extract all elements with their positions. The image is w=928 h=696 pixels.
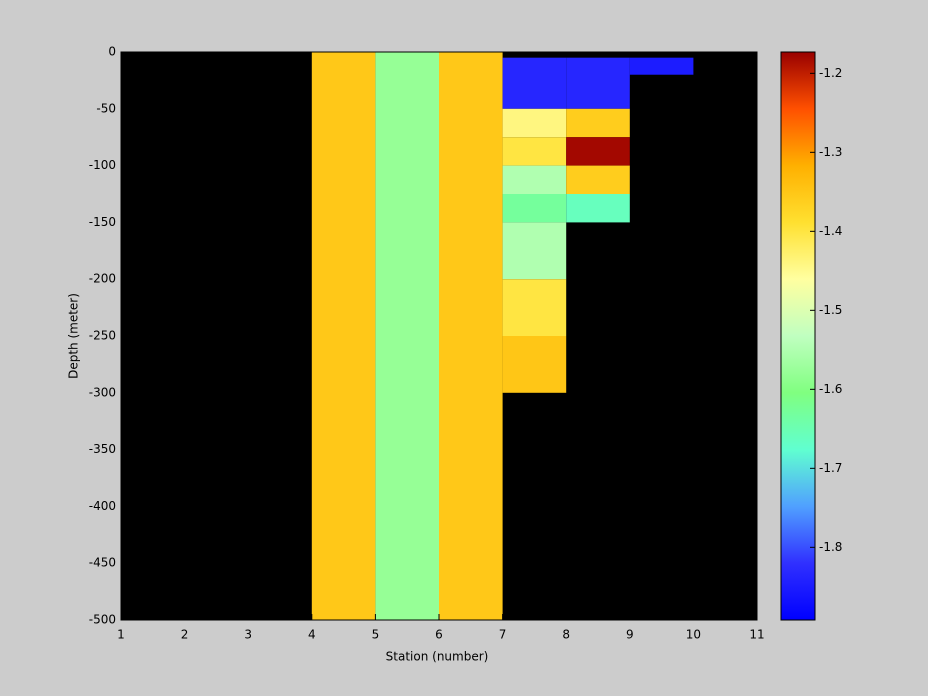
heatmap-cell [502, 137, 567, 166]
heatmap-cell [629, 57, 694, 75]
x-tick-label: 11 [749, 628, 764, 642]
colorbar-tick-label: -1.3 [819, 145, 842, 159]
y-tick-label: -450 [89, 556, 116, 570]
colorbar-tick-label: -1.8 [819, 540, 842, 554]
heatmap-cell [502, 222, 567, 280]
heatmap-cell [566, 57, 630, 109]
x-tick-label: 1 [117, 628, 125, 642]
x-tick-label: 10 [686, 628, 701, 642]
heatmap-cell [502, 279, 567, 336]
heatmap-cell [311, 52, 376, 620]
x-tick-label: 9 [626, 628, 634, 642]
colorbar-tick-label: -1.2 [819, 66, 842, 80]
colorbar [780, 51, 816, 621]
x-tick-label: 6 [435, 628, 443, 642]
heatmap-cell [502, 108, 567, 138]
y-tick-label: -400 [89, 499, 116, 513]
y-tick-label: -250 [89, 329, 116, 343]
colorbar-tick-label: -1.7 [819, 461, 842, 475]
x-tick-label: 5 [372, 628, 380, 642]
y-tick-label: -50 [96, 101, 116, 115]
heatmap-cell [566, 108, 630, 138]
y-tick-label: -500 [89, 613, 116, 627]
y-tick-label: 0 [108, 45, 116, 59]
colorbar-tick-label: -1.4 [819, 224, 842, 238]
heatmap-cell [566, 165, 630, 194]
heatmap-cell [502, 57, 567, 109]
heatmap-cell [502, 336, 567, 393]
y-tick-label: -100 [89, 158, 116, 172]
heatmap-cell [566, 137, 630, 166]
x-tick-label: 7 [499, 628, 507, 642]
x-tick-label: 3 [244, 628, 252, 642]
x-tick-label: 2 [181, 628, 189, 642]
x-tick-label: 4 [308, 628, 316, 642]
colorbar-tick-label: -1.6 [819, 382, 842, 396]
x-tick-label: 8 [562, 628, 570, 642]
heatmap-cell [502, 194, 567, 223]
heatmap-cell [502, 165, 567, 194]
heatmap-cell [566, 194, 630, 223]
x-axis-label: Station (number) [386, 650, 489, 664]
y-tick-label: -200 [89, 272, 116, 286]
colorbar-tick-label: -1.5 [819, 303, 842, 317]
heatmap-cell [439, 52, 503, 620]
y-tick-label: -350 [89, 442, 116, 456]
y-tick-label: -150 [89, 215, 116, 229]
y-axis-label: Depth (meter) [67, 293, 81, 379]
heatmap-cell [375, 52, 439, 620]
y-tick-label: -300 [89, 385, 116, 399]
